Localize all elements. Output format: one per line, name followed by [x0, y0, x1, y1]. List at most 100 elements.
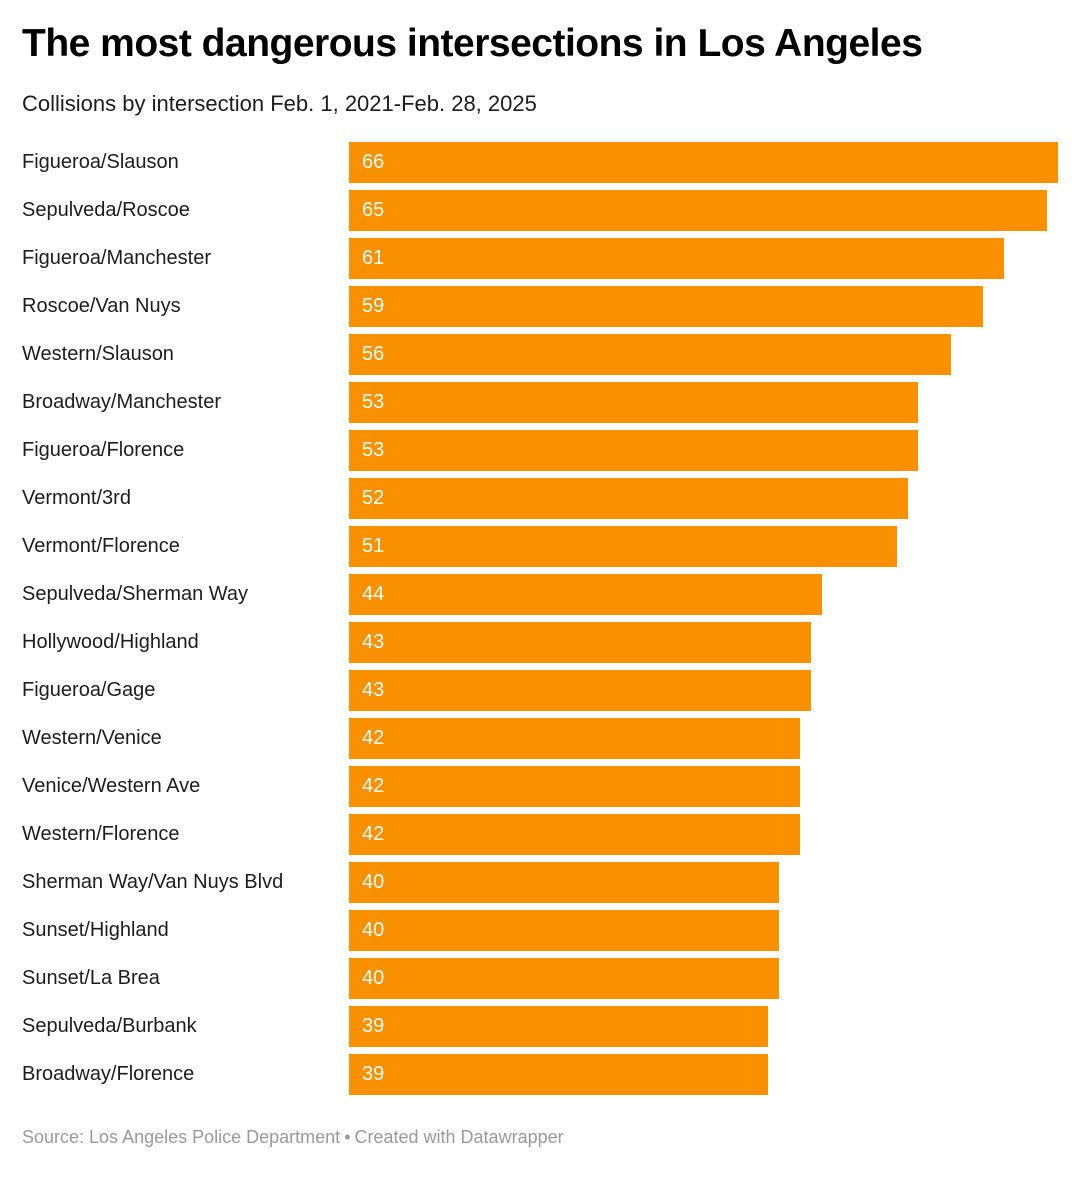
- intersection-label: Vermont/3rd: [22, 487, 131, 510]
- intersection-label: Sepulveda/Burbank: [22, 1015, 197, 1038]
- bar-track: 61: [349, 238, 1058, 280]
- bar-track: 51: [349, 526, 1058, 568]
- chart-row: Sunset/Highland 40: [22, 907, 1058, 955]
- chart-row: Hollywood/Highland 43: [22, 619, 1058, 667]
- bar-track: 43: [349, 670, 1058, 712]
- intersection-label: Sepulveda/Roscoe: [22, 199, 190, 222]
- chart-row: Sepulveda/Roscoe 65: [22, 187, 1058, 235]
- chart-row: Roscoe/Van Nuys 59: [22, 283, 1058, 331]
- bar-value-label: 39: [362, 1063, 385, 1086]
- bar-track: 40: [349, 862, 1058, 904]
- collision-bar: 43: [349, 670, 811, 712]
- bar-track: 59: [349, 286, 1058, 328]
- collision-bar: 42: [349, 766, 801, 808]
- bar-value-label: 44: [362, 583, 385, 606]
- bar-track: 42: [349, 718, 1058, 760]
- bar-value-label: 42: [362, 823, 385, 846]
- bar-value-label: 53: [362, 391, 385, 414]
- bar-track: 65: [349, 190, 1058, 232]
- chart-row: Western/Slauson 56: [22, 331, 1058, 379]
- collision-bar: 39: [349, 1006, 768, 1048]
- chart-row: Venice/Western Ave 42: [22, 763, 1058, 811]
- bar-track: 42: [349, 766, 1058, 808]
- intersection-label: Figueroa/Gage: [22, 679, 156, 702]
- intersection-label: Sepulveda/Sherman Way: [22, 583, 249, 606]
- bar-value-label: 40: [362, 919, 385, 942]
- intersection-label: Figueroa/Slauson: [22, 151, 179, 174]
- bar-track: 66: [349, 142, 1058, 184]
- intersection-label: Western/Venice: [22, 727, 162, 750]
- chart-row: Western/Venice 42: [22, 715, 1058, 763]
- chart-row: Figueroa/Slauson 66: [22, 139, 1058, 187]
- bar-value-label: 43: [362, 679, 385, 702]
- bar-value-label: 52: [362, 487, 385, 510]
- collision-bar: 43: [349, 622, 811, 664]
- bar-track: 39: [349, 1006, 1058, 1048]
- bar-chart: Figueroa/Slauson 66 Sepulveda/Roscoe 65 …: [22, 139, 1058, 1099]
- bar-value-label: 65: [362, 199, 385, 222]
- intersection-label: Broadway/Manchester: [22, 391, 221, 414]
- chart-row: Vermont/Florence 51: [22, 523, 1058, 571]
- collision-bar: 65: [349, 190, 1048, 232]
- bar-value-label: 42: [362, 727, 385, 750]
- chart-row: Sherman Way/Van Nuys Blvd 40: [22, 859, 1058, 907]
- chart-row: Western/Florence 42: [22, 811, 1058, 859]
- datawrapper-attribution-link[interactable]: Created with Datawrapper: [354, 1126, 564, 1147]
- bar-value-label: 43: [362, 631, 385, 654]
- chart-row: Broadway/Florence 39: [22, 1051, 1058, 1099]
- chart-row: Figueroa/Gage 43: [22, 667, 1058, 715]
- collision-bar: 61: [349, 238, 1005, 280]
- bar-track: 53: [349, 382, 1058, 424]
- intersection-label: Western/Slauson: [22, 343, 174, 366]
- intersection-label: Figueroa/Manchester: [22, 247, 211, 270]
- bar-value-label: 66: [362, 151, 385, 174]
- intersection-label: Venice/Western Ave: [22, 775, 201, 798]
- bar-value-label: 59: [362, 295, 385, 318]
- bar-track: 56: [349, 334, 1058, 376]
- bar-track: 52: [349, 478, 1058, 520]
- collision-bar: 42: [349, 718, 801, 760]
- footer-separator: •: [344, 1126, 351, 1147]
- collision-bar: 39: [349, 1054, 768, 1096]
- collision-bar: 40: [349, 862, 779, 904]
- collision-bar: 40: [349, 958, 779, 1000]
- bar-track: 42: [349, 814, 1058, 856]
- bar-value-label: 53: [362, 439, 385, 462]
- collision-bar: 66: [349, 142, 1058, 184]
- collision-bar: 53: [349, 430, 919, 472]
- collision-bar: 42: [349, 814, 801, 856]
- bar-track: 40: [349, 910, 1058, 952]
- intersection-label: Vermont/Florence: [22, 535, 180, 558]
- intersection-label: Sherman Way/Van Nuys Blvd: [22, 871, 284, 894]
- bar-value-label: 42: [362, 775, 385, 798]
- intersection-label: Figueroa/Florence: [22, 439, 185, 462]
- collision-bar: 52: [349, 478, 908, 520]
- intersection-label: Sunset/La Brea: [22, 967, 160, 990]
- bar-value-label: 61: [362, 247, 385, 270]
- collision-bar: 44: [349, 574, 822, 616]
- chart-row: Broadway/Manchester 53: [22, 379, 1058, 427]
- intersection-label: Western/Florence: [22, 823, 180, 846]
- bar-track: 40: [349, 958, 1058, 1000]
- chart-row: Sepulveda/Burbank 39: [22, 1003, 1058, 1051]
- chart-row: Vermont/3rd 52: [22, 475, 1058, 523]
- collision-bar: 51: [349, 526, 897, 568]
- chart-subtitle: Collisions by intersection Feb. 1, 2021-…: [22, 90, 537, 116]
- source-text: Source: Los Angeles Police Department: [22, 1126, 341, 1147]
- bar-track: 39: [349, 1054, 1058, 1096]
- collision-bar: 53: [349, 382, 919, 424]
- collision-bar: 40: [349, 910, 779, 952]
- bar-value-label: 51: [362, 535, 385, 558]
- collision-bar: 59: [349, 286, 983, 328]
- chart-row: Sunset/La Brea 40: [22, 955, 1058, 1003]
- intersection-label: Sunset/Highland: [22, 919, 169, 942]
- bar-value-label: 56: [362, 343, 385, 366]
- bar-track: 53: [349, 430, 1058, 472]
- chart-row: Figueroa/Florence 53: [22, 427, 1058, 475]
- intersection-label: Hollywood/Highland: [22, 631, 199, 654]
- chart-row: Sepulveda/Sherman Way 44: [22, 571, 1058, 619]
- bar-value-label: 40: [362, 871, 385, 894]
- bar-track: 43: [349, 622, 1058, 664]
- chart-title: The most dangerous intersections in Los …: [22, 22, 923, 65]
